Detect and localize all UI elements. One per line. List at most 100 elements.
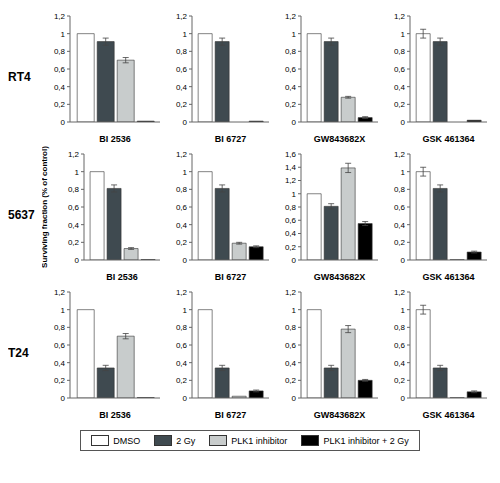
svg-text:1,2: 1,2 xyxy=(285,288,297,297)
svg-text:0,8: 0,8 xyxy=(394,185,406,194)
svg-text:0: 0 xyxy=(401,256,406,265)
svg-text:1: 1 xyxy=(292,30,297,39)
svg-text:0,2: 0,2 xyxy=(285,376,297,385)
svg-text:0,4: 0,4 xyxy=(176,221,188,230)
svg-text:0,6: 0,6 xyxy=(394,203,406,212)
svg-text:0,8: 0,8 xyxy=(176,185,188,194)
svg-text:GW843682X: GW843682X xyxy=(314,272,366,282)
svg-text:0: 0 xyxy=(75,256,80,265)
svg-text:0,8: 0,8 xyxy=(394,323,406,332)
svg-text:0,6: 0,6 xyxy=(176,341,188,350)
svg-text:0,2: 0,2 xyxy=(176,376,188,385)
svg-text:0,8: 0,8 xyxy=(285,203,297,212)
svg-text:0,6: 0,6 xyxy=(394,65,406,74)
svg-text:GW843682X: GW843682X xyxy=(314,134,366,144)
svg-text:BI 2536: BI 2536 xyxy=(99,410,131,420)
svg-text:0,4: 0,4 xyxy=(394,83,406,92)
svg-text:0,2: 0,2 xyxy=(394,100,406,109)
svg-text:0,2: 0,2 xyxy=(285,100,297,109)
svg-text:1: 1 xyxy=(292,306,297,315)
svg-text:1,2: 1,2 xyxy=(394,150,406,159)
svg-text:BI 6727: BI 6727 xyxy=(215,410,247,420)
svg-text:1,2: 1,2 xyxy=(285,176,297,185)
svg-text:0: 0 xyxy=(292,118,297,127)
svg-text:1,2: 1,2 xyxy=(54,288,66,297)
svg-text:0,4: 0,4 xyxy=(176,359,188,368)
svg-text:1: 1 xyxy=(75,168,80,177)
svg-text:1,2: 1,2 xyxy=(394,288,406,297)
svg-text:1,2: 1,2 xyxy=(176,150,188,159)
svg-text:0,4: 0,4 xyxy=(285,359,297,368)
svg-text:0,4: 0,4 xyxy=(394,221,406,230)
svg-text:0,6: 0,6 xyxy=(394,341,406,350)
svg-text:0,8: 0,8 xyxy=(54,323,66,332)
svg-text:0,2: 0,2 xyxy=(176,100,188,109)
svg-text:0,4: 0,4 xyxy=(394,359,406,368)
svg-text:GSK 461364: GSK 461364 xyxy=(422,134,474,144)
svg-text:0,8: 0,8 xyxy=(285,323,297,332)
svg-text:0,2: 0,2 xyxy=(394,376,406,385)
svg-text:0,2: 0,2 xyxy=(285,243,297,252)
svg-text:1,2: 1,2 xyxy=(176,12,188,21)
svg-text:0: 0 xyxy=(292,256,297,265)
svg-text:0,6: 0,6 xyxy=(285,216,297,225)
svg-text:0: 0 xyxy=(183,118,188,127)
svg-text:0,6: 0,6 xyxy=(285,65,297,74)
svg-text:0,8: 0,8 xyxy=(285,47,297,56)
svg-text:0: 0 xyxy=(292,394,297,403)
svg-text:0,2: 0,2 xyxy=(176,238,188,247)
svg-text:1: 1 xyxy=(401,30,406,39)
svg-text:0,6: 0,6 xyxy=(68,203,80,212)
svg-text:0,4: 0,4 xyxy=(176,83,188,92)
svg-text:0: 0 xyxy=(61,118,66,127)
svg-text:1: 1 xyxy=(183,168,188,177)
svg-text:1: 1 xyxy=(61,30,66,39)
svg-text:0,8: 0,8 xyxy=(68,185,80,194)
svg-text:0: 0 xyxy=(61,394,66,403)
svg-text:1,2: 1,2 xyxy=(285,12,297,21)
svg-text:1,2: 1,2 xyxy=(394,12,406,21)
svg-text:GSK 461364: GSK 461364 xyxy=(422,272,474,282)
svg-text:1: 1 xyxy=(401,168,406,177)
svg-text:0,8: 0,8 xyxy=(394,47,406,56)
svg-text:0,2: 0,2 xyxy=(54,100,66,109)
svg-text:0,2: 0,2 xyxy=(54,376,66,385)
svg-text:0,6: 0,6 xyxy=(176,203,188,212)
svg-text:1,2: 1,2 xyxy=(54,12,66,21)
svg-text:0,6: 0,6 xyxy=(54,341,66,350)
svg-text:0,4: 0,4 xyxy=(285,83,297,92)
svg-text:1: 1 xyxy=(61,306,66,315)
svg-text:0,4: 0,4 xyxy=(54,83,66,92)
svg-text:BI 6727: BI 6727 xyxy=(215,134,247,144)
svg-text:0: 0 xyxy=(401,394,406,403)
svg-text:1,2: 1,2 xyxy=(176,288,188,297)
svg-text:0: 0 xyxy=(401,118,406,127)
svg-text:0,2: 0,2 xyxy=(394,238,406,247)
svg-text:0,4: 0,4 xyxy=(285,229,297,238)
svg-text:0,6: 0,6 xyxy=(285,341,297,350)
svg-text:0: 0 xyxy=(183,256,188,265)
svg-text:BI 2536: BI 2536 xyxy=(99,134,131,144)
svg-text:0,8: 0,8 xyxy=(176,47,188,56)
svg-text:BI 2536: BI 2536 xyxy=(106,272,138,282)
svg-text:GW843682X: GW843682X xyxy=(314,410,366,420)
svg-text:1,2: 1,2 xyxy=(68,150,80,159)
svg-text:0,4: 0,4 xyxy=(68,221,80,230)
svg-text:BI 6727: BI 6727 xyxy=(215,272,247,282)
svg-text:0,6: 0,6 xyxy=(54,65,66,74)
svg-text:Surviving fraction (% of contr: Surviving fraction (% of control) xyxy=(42,146,49,268)
svg-text:1,4: 1,4 xyxy=(285,163,297,172)
svg-text:0,4: 0,4 xyxy=(54,359,66,368)
svg-text:0,8: 0,8 xyxy=(176,323,188,332)
svg-text:0,8: 0,8 xyxy=(54,47,66,56)
svg-text:0,6: 0,6 xyxy=(176,65,188,74)
svg-text:0,2: 0,2 xyxy=(68,238,80,247)
svg-text:GSK 461364: GSK 461364 xyxy=(422,410,474,420)
svg-text:1: 1 xyxy=(401,306,406,315)
svg-text:1,6: 1,6 xyxy=(285,150,297,159)
svg-text:0: 0 xyxy=(183,394,188,403)
svg-text:1: 1 xyxy=(183,306,188,315)
svg-text:1: 1 xyxy=(183,30,188,39)
html-text:RT4: RT4 xyxy=(8,70,31,84)
svg-text:1: 1 xyxy=(292,190,297,199)
